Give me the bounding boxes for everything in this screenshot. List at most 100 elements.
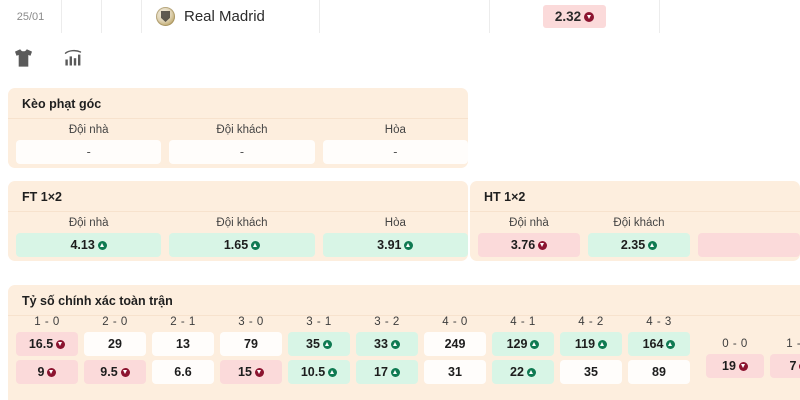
score-value: 16.5 bbox=[28, 337, 54, 351]
header-home: Đội nhà bbox=[509, 217, 549, 229]
score-cell[interactable]: 9 bbox=[16, 360, 78, 384]
arrow-down-icon bbox=[120, 367, 130, 377]
cell-home[interactable]: 3.76 bbox=[478, 233, 580, 257]
score-cell[interactable]: 164 bbox=[628, 332, 690, 356]
score-value: 164 bbox=[642, 337, 664, 351]
score-value: 79 bbox=[244, 337, 258, 351]
arrow-up-icon bbox=[666, 339, 676, 349]
score-cell[interactable]: 17 bbox=[356, 360, 418, 384]
fixture-row: 25/01 Real Madrid 2.32 bbox=[0, 0, 800, 34]
cell-home[interactable]: - bbox=[16, 140, 162, 164]
odd-chip-draw bbox=[698, 233, 800, 257]
odd-value-away: 1.65 bbox=[223, 238, 249, 252]
score-value: 22 bbox=[510, 365, 524, 379]
arrow-down-icon bbox=[738, 361, 748, 371]
fixture-team-cell[interactable]: Real Madrid bbox=[142, 0, 320, 33]
score-cell[interactable]: 119 bbox=[560, 332, 622, 356]
panel-corner-title: Kèo phạt góc bbox=[8, 88, 468, 119]
score-value: 249 bbox=[444, 337, 466, 351]
score-cell[interactable]: 16.5 bbox=[16, 332, 78, 356]
arrow-up-icon bbox=[598, 339, 608, 349]
panel-ht-title: HT 1×2 bbox=[470, 181, 800, 212]
score-row-draw: 19 7 12 47 bbox=[706, 354, 800, 378]
score-cell[interactable]: 249 bbox=[424, 332, 486, 356]
fixture-col-d bbox=[320, 0, 490, 33]
odd-value-draw: 3.91 bbox=[377, 238, 402, 252]
header-away: Đội khách bbox=[216, 217, 268, 229]
score-cell[interactable]: 7 bbox=[770, 354, 800, 378]
odd-value-away: - bbox=[169, 140, 315, 164]
score-header: 1 - 0 bbox=[34, 316, 60, 328]
arrow-up-icon bbox=[648, 240, 658, 250]
odd-value-home: 3.76 bbox=[510, 238, 536, 252]
cell-away[interactable]: - bbox=[169, 140, 315, 164]
arrow-down-icon bbox=[56, 339, 66, 349]
cell-home[interactable]: 4.13 bbox=[16, 233, 162, 257]
jersey-icon[interactable] bbox=[8, 43, 38, 73]
cell-away[interactable]: 1.65 bbox=[169, 233, 315, 257]
score-value: 13 bbox=[176, 337, 190, 351]
score-value: 15 bbox=[238, 365, 252, 379]
score-header: 3 - 0 bbox=[238, 316, 264, 328]
score-value: 19 bbox=[722, 359, 736, 373]
correct-score-grid: 1 - 0 2 - 0 2 - 1 3 - 0 3 - 1 3 - 2 4 - … bbox=[8, 316, 800, 384]
score-value: 9 bbox=[37, 365, 45, 379]
score-value: 9.5 bbox=[100, 365, 118, 379]
panel-ht-values: 3.76 2.35 bbox=[470, 229, 800, 265]
score-header: 4 - 3 bbox=[646, 316, 672, 328]
arrow-down-icon bbox=[584, 11, 595, 22]
header-home: Đội nhà bbox=[68, 124, 109, 136]
cell-draw[interactable]: 3.91 bbox=[322, 233, 468, 257]
icon-toolbar bbox=[0, 33, 800, 83]
cell-draw[interactable]: - bbox=[322, 140, 468, 164]
score-cell[interactable]: 6.6 bbox=[152, 360, 214, 384]
score-headers-draw: 0 - 0 1 - 1 2 - 2 3 - 3 bbox=[706, 338, 800, 350]
score-cell[interactable]: 33 bbox=[356, 332, 418, 356]
arrow-down-icon bbox=[47, 367, 57, 377]
cell-draw[interactable] bbox=[698, 233, 800, 257]
score-header: 4 - 1 bbox=[510, 316, 536, 328]
score-cell[interactable]: 22 bbox=[492, 360, 554, 384]
score-cell[interactable]: 89 bbox=[628, 360, 690, 384]
fixture-odd-value: 2.32 bbox=[554, 9, 582, 24]
score-cell[interactable]: 79 bbox=[220, 332, 282, 356]
arrow-up-icon bbox=[251, 240, 261, 250]
odd-value-home: 4.13 bbox=[70, 238, 95, 252]
panel-corner-headers: Đội nhà Đội khách Hòa bbox=[8, 119, 468, 136]
score-header: 1 - 1 bbox=[786, 338, 800, 350]
fixture-odd-chip[interactable]: 2.32 bbox=[542, 5, 607, 28]
score-row-1: 16.5 29 13 79 35 33 249 129 119 164 bbox=[16, 332, 696, 356]
score-cell[interactable]: 31 bbox=[424, 360, 486, 384]
header-away: Đội khách bbox=[613, 217, 665, 229]
fixture-odd-cell[interactable]: 2.32 bbox=[490, 0, 660, 33]
score-cell[interactable]: 35 bbox=[560, 360, 622, 384]
odd-chip-home: 3.76 bbox=[478, 233, 580, 257]
score-value: 7 bbox=[789, 359, 797, 373]
header-draw bbox=[698, 217, 800, 229]
odd-chip-draw: 3.91 bbox=[322, 233, 468, 257]
score-value: 35 bbox=[306, 337, 320, 351]
score-cell[interactable]: 9.5 bbox=[84, 360, 146, 384]
fixture-col-c bbox=[102, 0, 142, 33]
header-away: Đội khách bbox=[216, 124, 268, 136]
cell-away[interactable]: 2.35 bbox=[588, 233, 690, 257]
score-cell[interactable]: 15 bbox=[220, 360, 282, 384]
score-value: 35 bbox=[584, 365, 598, 379]
score-cell[interactable]: 35 bbox=[288, 332, 350, 356]
score-header: 0 - 0 bbox=[722, 338, 748, 350]
score-value: 17 bbox=[374, 365, 388, 379]
panel-ft-1x2: FT 1×2 Đội nhà Đội khách Hòa 4.13 1.65 bbox=[8, 181, 468, 261]
score-header: 3 - 1 bbox=[306, 316, 332, 328]
arrow-up-icon bbox=[390, 339, 400, 349]
fixture-date: 25/01 bbox=[0, 0, 62, 33]
score-cell[interactable]: 29 bbox=[84, 332, 146, 356]
score-headers-main: 1 - 0 2 - 0 2 - 1 3 - 0 3 - 1 3 - 2 4 - … bbox=[16, 316, 696, 328]
panel-correct-score: Tỷ số chính xác toàn trận 1 - 0 2 - 0 2 … bbox=[8, 285, 800, 400]
bar-chart-icon[interactable] bbox=[58, 43, 88, 73]
score-cell[interactable]: 19 bbox=[706, 354, 764, 378]
score-cell[interactable]: 10.5 bbox=[288, 360, 350, 384]
score-cell[interactable]: 13 bbox=[152, 332, 214, 356]
arrow-up-icon bbox=[404, 240, 414, 250]
score-cell[interactable]: 129 bbox=[492, 332, 554, 356]
